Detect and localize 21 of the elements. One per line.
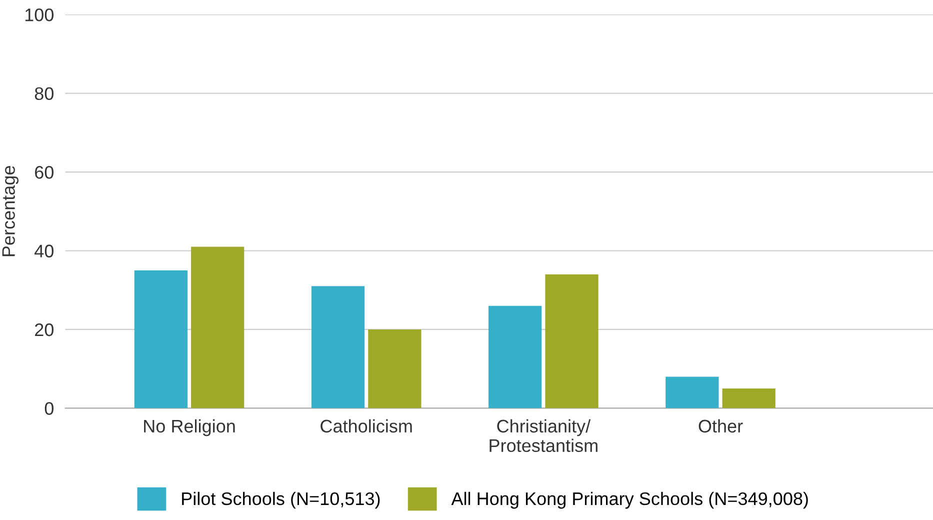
bar bbox=[545, 274, 598, 408]
y-axis-title: Percentage bbox=[2, 166, 19, 256]
bar bbox=[368, 329, 422, 408]
y-tick-label: 80 bbox=[34, 87, 54, 100]
legend-label: All Hong Kong Primary Schools (N=349,008) bbox=[451, 492, 808, 509]
bar bbox=[311, 286, 365, 408]
bar bbox=[666, 376, 719, 408]
x-tick-label: Catholicism bbox=[320, 419, 412, 433]
x-tick-label: Other bbox=[698, 419, 743, 433]
bar bbox=[488, 306, 542, 408]
legend-label: Pilot Schools (N=10,513) bbox=[182, 492, 380, 509]
y-tick-label: 0 bbox=[44, 402, 54, 415]
y-tick-label: 60 bbox=[35, 166, 54, 179]
x-tick-label: No Religion bbox=[144, 419, 235, 436]
bar bbox=[191, 246, 244, 408]
y-tick-label: 40 bbox=[34, 244, 54, 258]
x-tick-label: Christianity/ Protestantism bbox=[490, 419, 598, 452]
y-tick-label: 20 bbox=[35, 323, 54, 336]
bar bbox=[134, 270, 188, 408]
y-tick-label: 100 bbox=[25, 8, 54, 22]
bar bbox=[722, 388, 776, 408]
